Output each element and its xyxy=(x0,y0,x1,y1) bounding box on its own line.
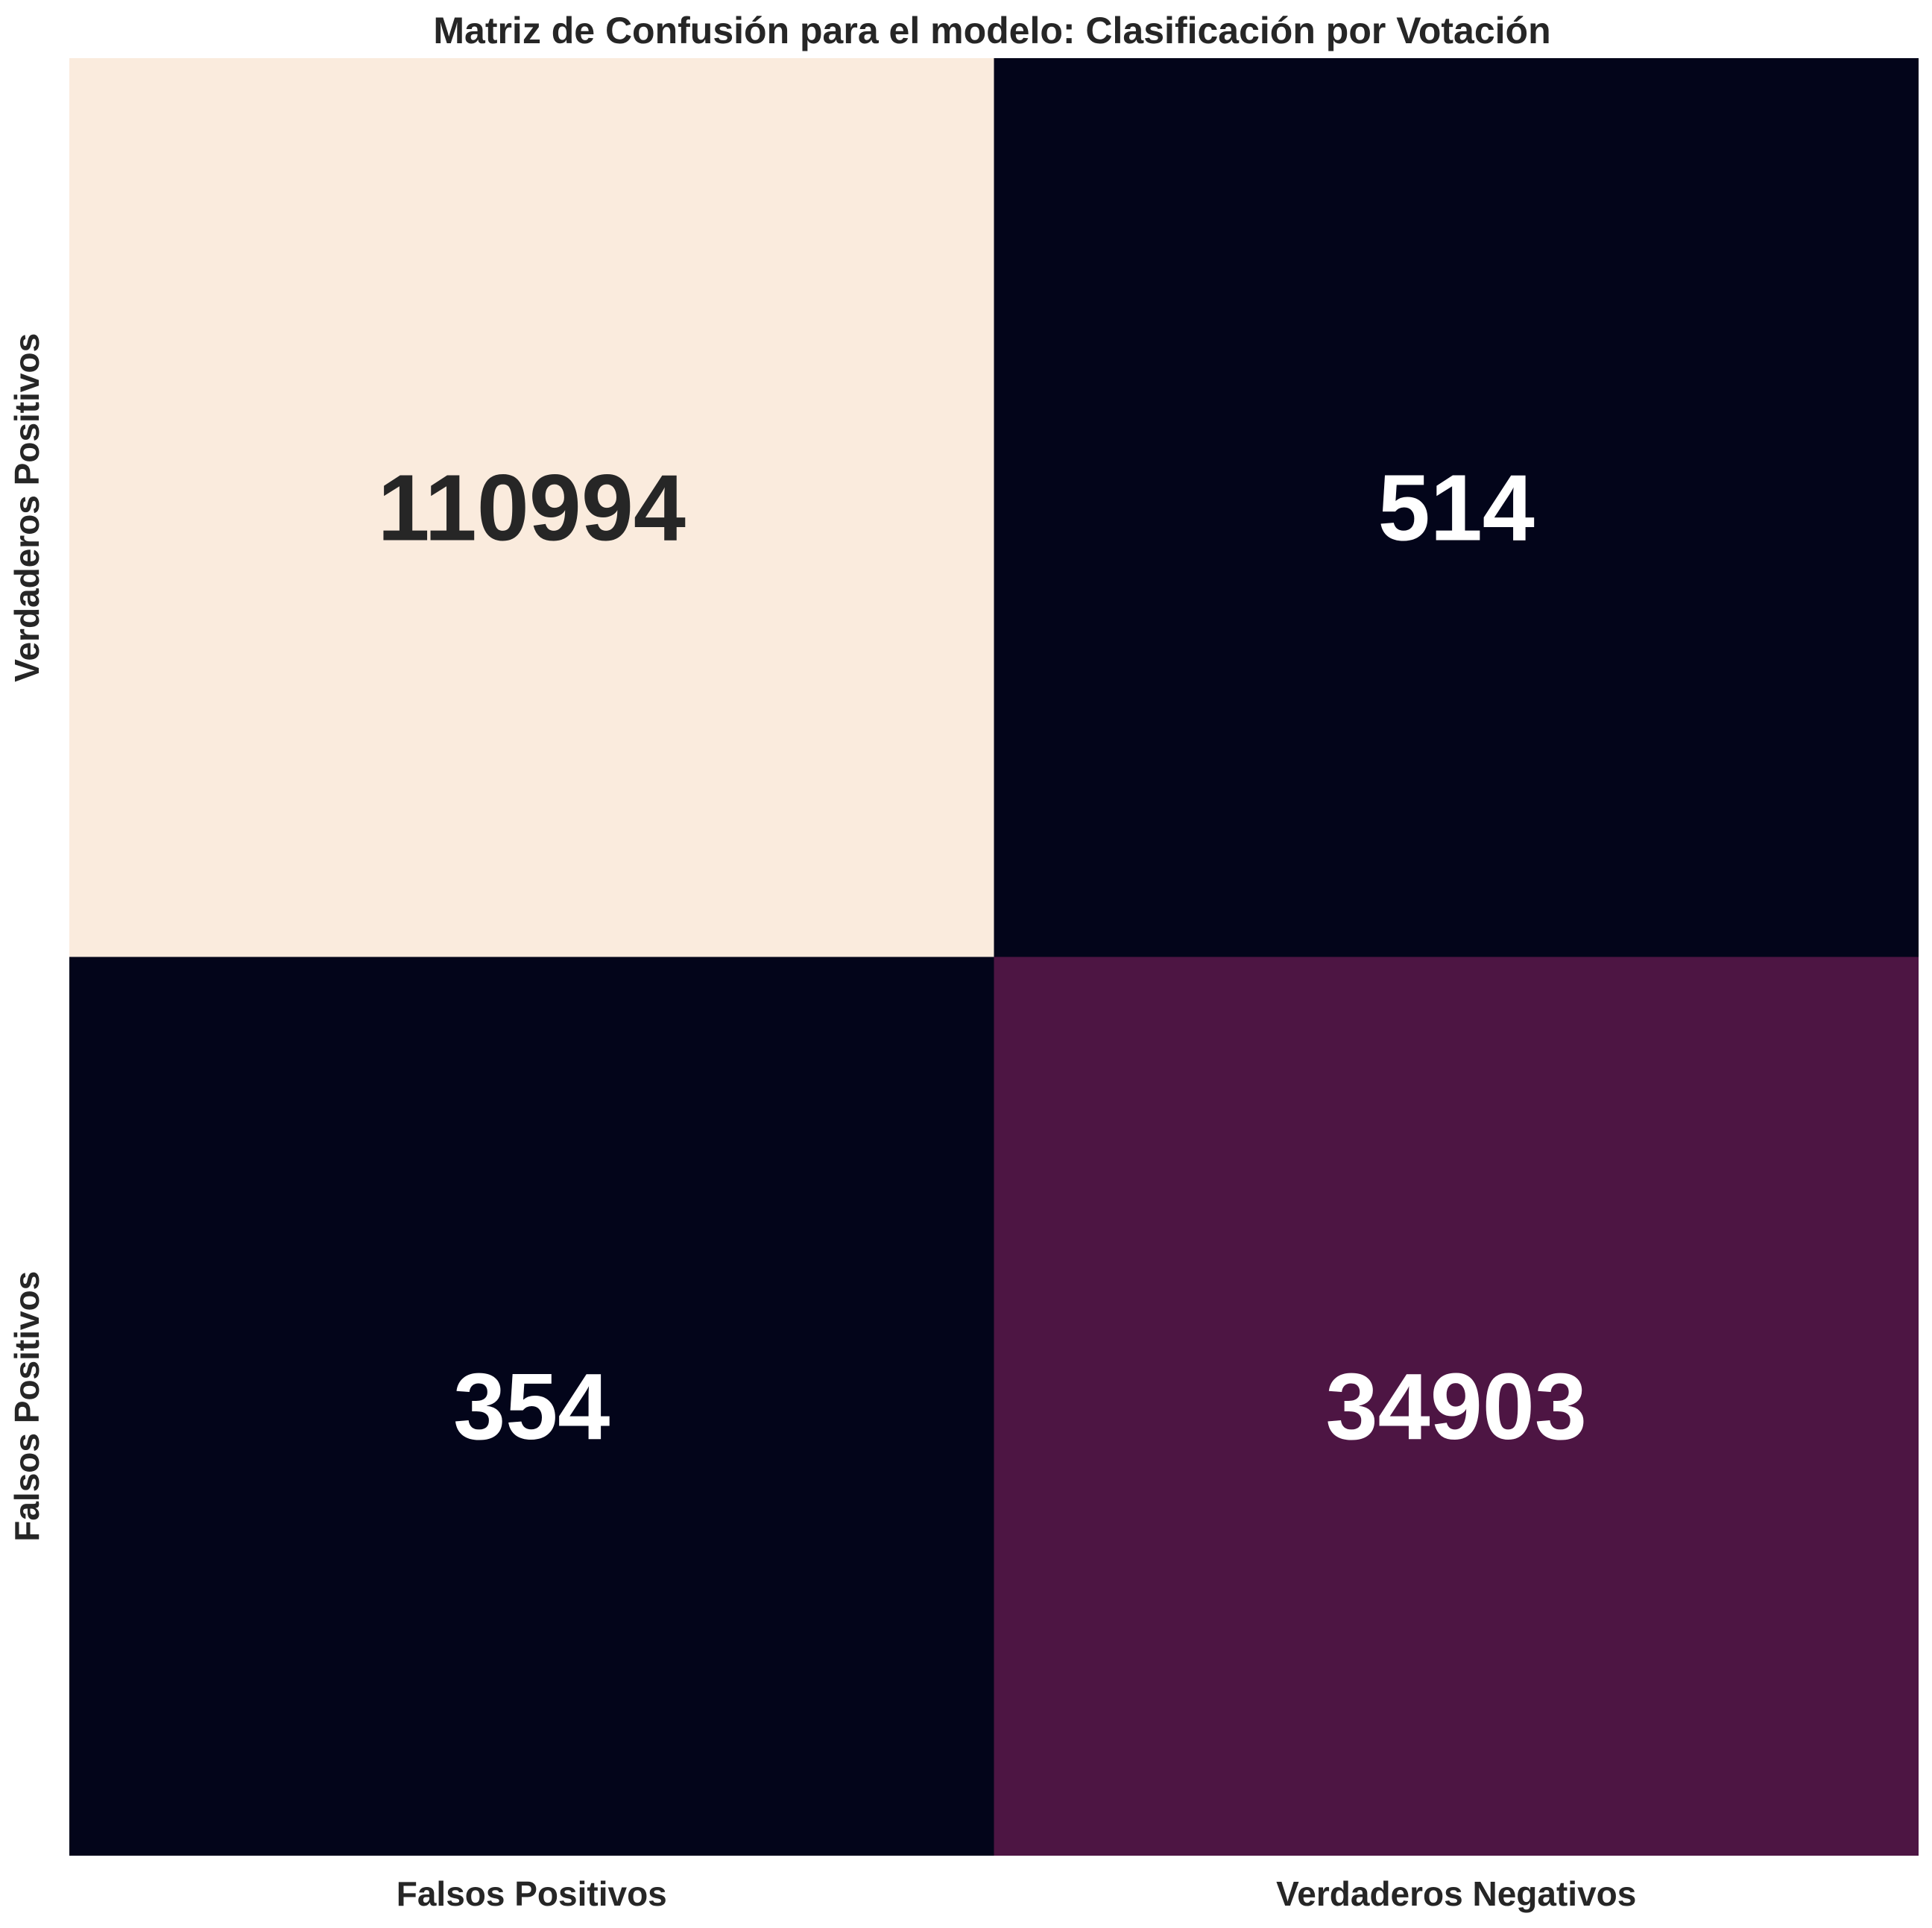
cell-value-r0-c0: 110994 xyxy=(378,455,686,560)
cell-annotations: 110994 514 354 34903 xyxy=(378,455,1587,1459)
y-tick-label-1: Falsos Positivos xyxy=(7,1271,46,1542)
x-tick-label-1: Verdaderos Negativos xyxy=(1276,1874,1636,1913)
x-tick-labels: Falsos Positivos Verdaderos Negativos xyxy=(397,1874,1637,1913)
y-tick-labels: Verdaderos Positivos Falsos Positivos xyxy=(7,333,46,1542)
cell-value-r1-c1: 34903 xyxy=(1326,1354,1587,1459)
y-tick-label-0: Verdaderos Positivos xyxy=(7,333,46,682)
heatmap-cell-r1-c1 xyxy=(994,957,1919,1856)
heatmap-cells xyxy=(69,58,1919,1856)
heatmap-cell-r0-c0 xyxy=(69,58,994,957)
heatmap-cell-r0-c1 xyxy=(994,58,1919,957)
x-tick-label-0: Falsos Positivos xyxy=(397,1874,667,1913)
cell-value-r1-c0: 354 xyxy=(453,1354,610,1459)
chart-title: Matriz de Confusión para el modelo: Clas… xyxy=(433,10,1550,51)
cell-value-r0-c1: 514 xyxy=(1378,455,1535,560)
heatmap-cell-r1-c0 xyxy=(69,957,994,1856)
